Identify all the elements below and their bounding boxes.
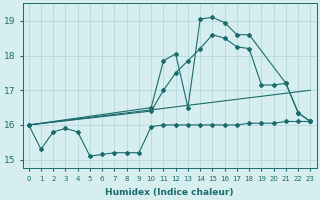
X-axis label: Humidex (Indice chaleur): Humidex (Indice chaleur) xyxy=(105,188,234,197)
